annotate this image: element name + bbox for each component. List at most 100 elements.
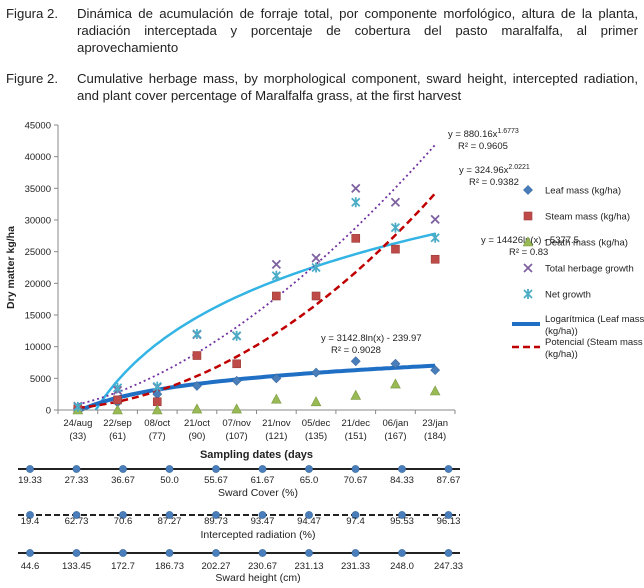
sward-cover-dot [398,465,406,473]
x-tick-days: (151) [345,431,367,442]
caption-spanish-label: Figura 2. [6,6,59,21]
sward-height-dot [258,549,267,557]
point-steam-mass-kg-ha [311,291,321,301]
point-leaf-mass-kg-ha [430,365,441,376]
x-tick-label: 23/jan [422,418,448,429]
r2-potencial-steam-mass-kg-ha: R² = 0.9382 [469,177,519,188]
point-total-herbage-growth [390,197,401,207]
sward-cover-value: 27.33 [65,475,89,486]
x-axis-title: Sampling dates (days [200,449,313,461]
point-steam-mass-kg-ha [430,254,440,264]
point-death-mass-kg-ha [191,403,203,414]
legend-label: (kg/ha)) [545,326,578,337]
sward-cover-dot [351,465,360,473]
x-tick-label: 22/sep [103,418,132,429]
x-tick-days: (167) [384,431,406,442]
legend-label: Death mass (kg/ha) [545,238,628,249]
sward-height-value: 172.7 [111,561,135,572]
sward-cover-value: 55.67 [204,475,228,486]
sward-height-value: 44.6 [21,561,40,572]
point-net-growth [73,401,83,412]
equation-base: y = 880.16x [448,129,498,140]
y-tick-label: 40000 [25,152,51,163]
caption-english-text: Cumulative herbage mass, by morphologica… [77,71,638,103]
x-tick-days: (135) [305,431,327,442]
x-tick-label: 08/oct [144,418,170,429]
equation-total-power: y = 880.16x1.6773 [448,128,519,140]
equation-logar-tmica-leaf-mass-kg-ha: y = 3142.8ln(x) - 239.97 [321,333,422,344]
x-tick-days: (77) [149,431,166,442]
equation-potencial-steam-mass-kg-ha: y = 324.96x2.0221 [459,164,530,176]
caption-english-label: Figure 2. [6,71,59,86]
x-tick-days: (184) [424,431,446,442]
point-net-growth [351,197,361,208]
legend-marker [523,263,533,273]
point-net-growth [152,381,162,392]
sward-height-dot [351,549,360,557]
x-tick-label: 05/dec [302,418,331,429]
sward-height-dot [212,549,220,557]
x-tick-label: 21/oct [184,418,210,429]
legend-label: Net growth [545,290,591,301]
point-leaf-mass-kg-ha [350,356,361,367]
sward-cover-value: 84.33 [390,475,414,486]
legend-label: Steam mass (kg/ha) [545,212,630,223]
sward-cover-title: Sward Cover (%) [218,487,298,499]
intercepted-radiation-dot [305,511,313,519]
y-tick-label: 20000 [25,279,51,290]
point-leaf-mass-kg-ha [390,358,401,369]
intercepted-radiation-dot [119,511,127,519]
caption-spanish-text: Dinámica de acumulación de forraje total… [77,6,638,55]
sward-cover-dot [444,465,453,473]
legend-label: Total herbage growth [545,264,634,275]
y-axis-title: Dry matter kg/ha [5,226,17,309]
point-leaf-mass-kg-ha [192,381,202,391]
intercepted-radiation-dot [444,511,453,519]
sward-height-value: 186.73 [155,561,184,572]
equation-base: y = 324.96x [459,165,509,176]
caption-spanish: Figura 2. Dinámica de acumulación de for… [6,5,638,56]
point-leaf-mass-kg-ha [271,373,282,384]
y-tick-label: 25000 [25,247,51,258]
point-net-growth [390,222,401,233]
y-tick-label: 30000 [25,216,51,227]
sward-cover-value: 19.33 [18,475,42,486]
x-tick-days: (107) [226,431,248,442]
y-tick-label: 15000 [25,311,51,322]
equation-exponent: 1.6773 [497,128,519,135]
intercepted-radiation-value: 89.73 [204,516,228,527]
point-steam-mass-kg-ha [272,291,281,301]
sward-height-value: 247.33 [434,561,463,572]
intercepted-radiation-value: 97.4 [346,516,365,527]
intercepted-radiation-dot [258,511,267,519]
legend-marker [523,185,533,195]
y-tick-label: 45000 [25,121,51,132]
point-leaf-mass-kg-ha [231,375,242,386]
point-total-herbage-growth [271,259,281,269]
sward-height-dot [165,549,174,557]
x-tick-label: 07/nov [222,418,251,429]
sward-height-title: Sward height (cm) [215,572,300,584]
intercepted-radiation-dot [72,511,81,519]
intercepted-radiation-value: 70.6 [114,516,133,527]
point-death-mass-kg-ha [310,396,322,407]
r2-total-power: R² = 0.9605 [458,141,508,152]
r2-net-log: R² = 0.83 [509,247,548,258]
y-tick-label: 35000 [25,184,51,195]
trendline-potencial-steam-mass-kg-ha [77,192,437,410]
intercepted-radiation-value: 62.73 [65,516,89,527]
sward-cover-dot [165,465,174,473]
intercepted-radiation-dot [26,511,34,519]
sward-height-value: 230.67 [248,561,277,572]
point-death-mass-kg-ha [151,404,163,415]
y-tick-label: 5000 [30,374,51,385]
point-total-herbage-growth [311,253,321,263]
intercepted-radiation-dot [398,511,406,519]
legend-marker [522,236,534,247]
sward-height-value: 133.45 [62,561,91,572]
intercepted-radiation-value: 93.47 [251,516,275,527]
point-death-mass-kg-ha [350,389,362,400]
sward-height-dot [72,549,81,557]
sward-cover-dot [305,465,313,473]
